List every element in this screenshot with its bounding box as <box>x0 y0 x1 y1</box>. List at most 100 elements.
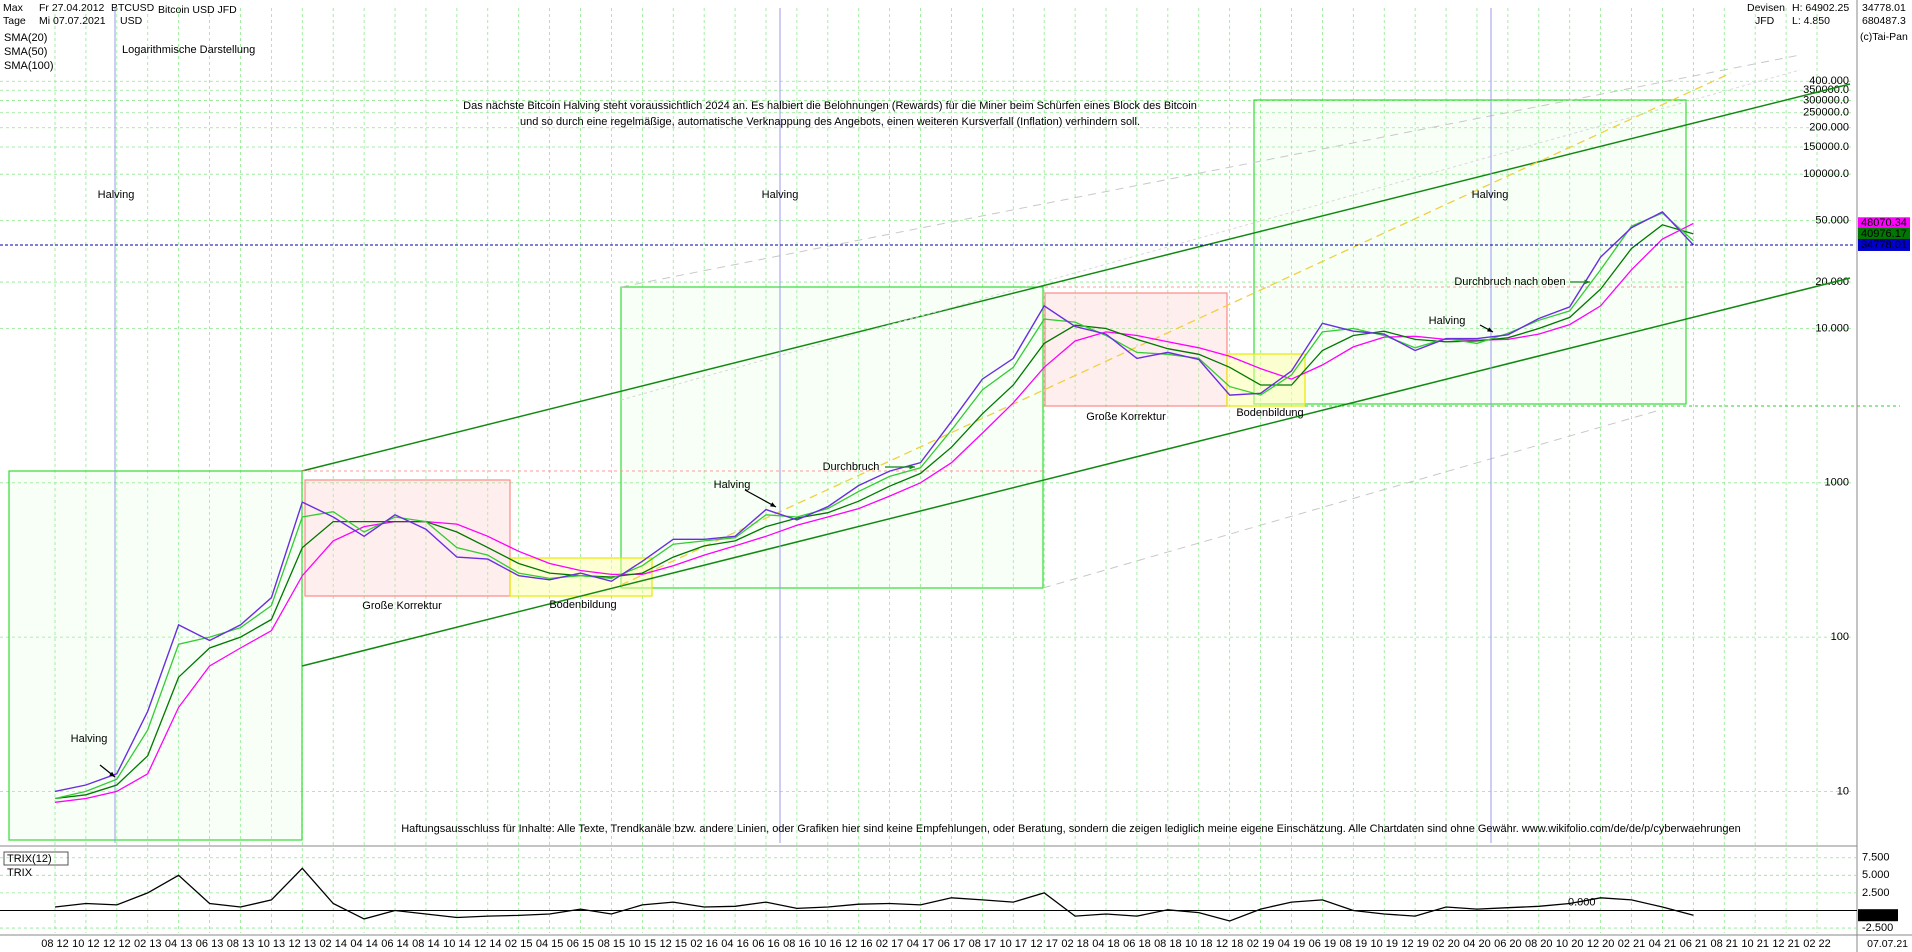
x-tick-label: 02 14 <box>319 938 347 950</box>
x-tick-label: 12 16 <box>845 938 873 950</box>
instrument-name: Bitcoin USD JFD <box>158 4 237 16</box>
price-tag <box>1858 227 1910 240</box>
zero-label: 0.000 <box>1568 896 1596 908</box>
max-value: 680487.3 <box>1862 15 1906 27</box>
x-tick-label: 02 15 <box>505 938 533 950</box>
y-tick-label: 250000.0 <box>1803 107 1849 119</box>
annotation: Haftungsausschluss für Inhalte: Alle Tex… <box>401 823 1741 835</box>
x-tick-label: 10 19 <box>1370 938 1398 950</box>
annotation: Halving <box>714 479 751 491</box>
correction-box <box>304 479 511 597</box>
y-tick-label: -2.500 <box>1862 922 1893 934</box>
annotation: Große Korrektur <box>362 600 442 612</box>
x-tick-label: 02 18 <box>1061 938 1089 950</box>
date-to: Mi 07.07.2021 <box>39 15 106 27</box>
phase-box <box>620 286 1044 589</box>
mode[interactable]: Max <box>3 2 24 14</box>
period[interactable]: Tage <box>3 15 26 27</box>
x-tick-label: 06 16 <box>752 938 780 950</box>
x-tick-label: 12 20 <box>1587 938 1615 950</box>
y-tick-label: 2.500 <box>1862 887 1890 899</box>
annotation: Durchbruch nach oben <box>1454 276 1565 288</box>
x-tick-label: 08 21 <box>1710 938 1738 950</box>
x-tick-label: 08 17 <box>969 938 997 950</box>
price-tag-label: 40976.17 <box>1861 228 1907 240</box>
y-tick-label: 10 <box>1837 785 1849 797</box>
x-tick-label: 04 18 <box>1092 938 1120 950</box>
series-line <box>54 222 1694 803</box>
arrow-head <box>109 771 115 777</box>
y-tick-label: 400.000 <box>1809 75 1849 87</box>
arrow-head <box>770 502 776 507</box>
high: H: 64902.25 <box>1792 2 1849 14</box>
annotation: Bodenbildung <box>1236 407 1303 419</box>
x-tick-label: 10 18 <box>1185 938 1213 950</box>
market: Devisen <box>1747 2 1785 14</box>
projection-line <box>620 72 1732 586</box>
x-tick-label: 10 21 <box>1741 938 1769 950</box>
arrow-head <box>1487 327 1493 332</box>
x-tick-label: 12 17 <box>1030 938 1058 950</box>
price-tag <box>1858 909 1898 922</box>
channel-line <box>620 54 1801 288</box>
arrow <box>744 489 777 508</box>
indicator-title: TRIX(12) <box>7 853 52 865</box>
x-tick-label: 10 13 <box>258 938 286 950</box>
x-tick-label: 06 17 <box>938 938 966 950</box>
x-tick-label: 08 19 <box>1340 938 1368 950</box>
x-tick-label: 04 16 <box>721 938 749 950</box>
symbol: BTCUSD <box>111 2 155 14</box>
x-tick-label: 06 18 <box>1123 938 1151 950</box>
price-tag <box>1858 238 1910 251</box>
x-tick-label: 02 13 <box>134 938 162 950</box>
x-tick-label: 08 12 <box>41 938 69 950</box>
end-date: 07.07.21 <box>1867 938 1908 950</box>
annotation: Halving <box>1429 315 1466 327</box>
currency: USD <box>120 15 143 27</box>
x-tick-label: 02 21 <box>1618 938 1646 950</box>
last-price: 34778.01 <box>1862 2 1906 14</box>
x-tick-label: 06 15 <box>567 938 595 950</box>
phase-box <box>1253 99 1687 405</box>
x-tick-label: 02 22 <box>1803 938 1831 950</box>
x-tick-label: 04 13 <box>165 938 193 950</box>
x-tick-label: 08 18 <box>1154 938 1182 950</box>
x-tick-label: 02 19 <box>1247 938 1275 950</box>
indicator-box <box>3 851 69 866</box>
y-tick-label: 7.500 <box>1862 852 1890 864</box>
x-tick-label: 02 17 <box>876 938 904 950</box>
bottom-box <box>1226 353 1306 407</box>
annotation: Halving <box>762 189 799 201</box>
x-tick-label: 12 12 <box>103 938 131 950</box>
y-tick-label: 100 <box>1831 631 1849 643</box>
series-line <box>54 212 1694 800</box>
price-tag-label: -0.67 <box>1865 909 1890 921</box>
x-tick-label: 10 17 <box>1000 938 1028 950</box>
series-line <box>54 867 1694 922</box>
y-tick-label: 1000 <box>1825 477 1849 489</box>
y-tick-label: 200.000 <box>1809 122 1849 134</box>
channel-line <box>620 69 1801 401</box>
annotation: und so durch eine regelmäßige, automatis… <box>520 116 1140 128</box>
annotation: Durchbruch <box>823 461 880 473</box>
x-tick-label: 10 12 <box>72 938 100 950</box>
x-tick-label: 06 14 <box>381 938 409 950</box>
x-tick-label: 06 19 <box>1309 938 1337 950</box>
x-tick-label: 12 21 <box>1772 938 1800 950</box>
x-tick-label: 10 16 <box>814 938 842 950</box>
x-tick-label: 08 13 <box>227 938 255 950</box>
series-line <box>54 211 1694 793</box>
x-tick-label: 04 14 <box>350 938 378 950</box>
annotation: Das nächste Bitcoin Halving steht voraus… <box>463 100 1197 112</box>
legend-entry: SMA(20) <box>4 32 47 44</box>
x-tick-label: 10 20 <box>1556 938 1584 950</box>
annotation: Halving <box>1472 189 1509 201</box>
price-tag-label: 48070.34 <box>1861 217 1907 229</box>
annotation: Halving <box>98 189 135 201</box>
annotation: Bodenbildung <box>549 599 616 611</box>
y-tick-label: 300000.0 <box>1803 94 1849 106</box>
bottom-box <box>509 557 653 597</box>
x-tick-label: 06 13 <box>196 938 224 950</box>
